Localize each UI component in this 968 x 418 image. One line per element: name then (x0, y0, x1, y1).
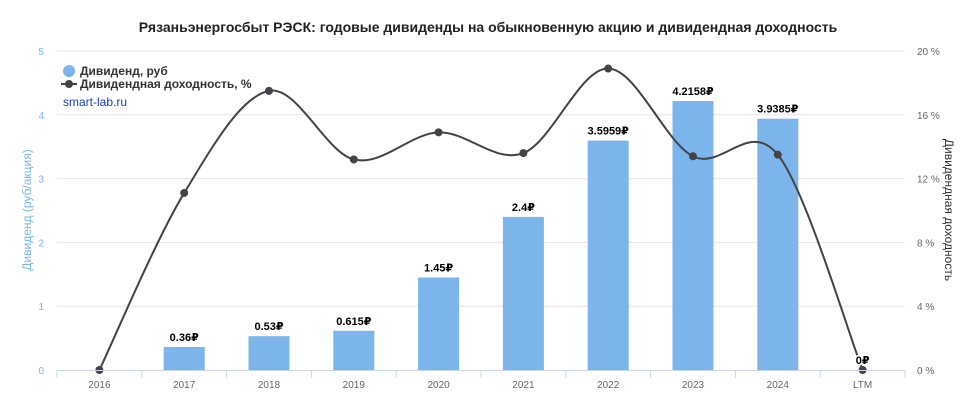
x-tick-label: 2023 (682, 380, 705, 391)
y-left-tick-label: 3 (38, 175, 44, 186)
bar-data-label: 1.45₽ (424, 262, 453, 274)
bar-data-label: 3.9385₽ (757, 104, 799, 116)
y-left-tick-label: 5 (38, 47, 44, 58)
y-right-tick-label: 20 % (917, 47, 940, 58)
y-right-tick-label: 8 % (917, 238, 934, 249)
y-axis-right-title: Дивидендная доходность (942, 139, 956, 281)
bar[interactable] (502, 216, 544, 370)
x-tick-label: LTM (853, 380, 872, 391)
yield-point[interactable] (434, 128, 443, 137)
bar[interactable] (587, 140, 629, 370)
x-tick-label: 2022 (597, 380, 620, 391)
x-tick-label: 2017 (173, 380, 196, 391)
bar-data-label: 3.5959₽ (588, 126, 630, 138)
y-left-tick-label: 0 (38, 366, 44, 377)
y-axis-left-title: Дивиденд (руб/акция) (20, 149, 34, 270)
yield-point[interactable] (180, 188, 189, 197)
yield-point[interactable] (519, 149, 528, 158)
bar-data-label: 2.4₽ (512, 202, 535, 214)
y-right-tick-label: 4 % (917, 302, 934, 313)
y-right-tick-label: 12 % (917, 175, 940, 186)
y-left-tick-label: 2 (38, 238, 44, 249)
bar-data-label: 0.36₽ (170, 332, 199, 344)
yield-line[interactable] (98, 67, 864, 371)
y-left-tick-label: 4 (38, 111, 44, 122)
bar-data-label: 0.53₽ (254, 321, 283, 333)
legend: Дивиденд, руб Дивидендная доходность, % (61, 64, 252, 91)
yield-point[interactable] (265, 86, 273, 95)
y-left-tick-label: 1 (38, 302, 44, 313)
chart-title: Рязаньэнергосбыт РЭСК: годовые дивиденды… (139, 19, 838, 35)
yield-point[interactable] (689, 152, 697, 161)
bar-data-label: 4.2158₽ (672, 86, 714, 98)
bar[interactable] (248, 336, 290, 370)
x-tick-label: 2018 (258, 380, 281, 391)
legend-marker-bars (63, 65, 75, 77)
x-tick-label: 2024 (767, 380, 790, 391)
y-right-tick-label: 0 % (917, 366, 934, 377)
credit-link[interactable]: smart-lab.ru (63, 95, 127, 109)
legend-label-line[interactable]: Дивидендная доходность, % (80, 77, 252, 91)
x-tick-label: 2016 (88, 380, 111, 391)
bar-data-label: 0₽ (856, 355, 870, 367)
yield-point[interactable] (773, 150, 782, 159)
bar[interactable] (333, 330, 375, 370)
legend-marker-point (65, 80, 73, 88)
yield-point[interactable] (349, 155, 358, 164)
bar-data-label: 0.615₽ (336, 316, 372, 328)
x-tick-label: 2020 (427, 380, 450, 391)
bar[interactable] (672, 101, 714, 371)
x-tick-label: 2019 (343, 380, 366, 391)
yield-point[interactable] (604, 64, 613, 73)
bar[interactable] (163, 347, 205, 370)
x-tick-label: 2021 (512, 380, 535, 391)
y-right-tick-label: 16 % (917, 111, 940, 122)
bar[interactable] (757, 118, 799, 371)
legend-label-bars[interactable]: Дивиденд, руб (80, 64, 168, 78)
bar[interactable] (418, 277, 460, 370)
